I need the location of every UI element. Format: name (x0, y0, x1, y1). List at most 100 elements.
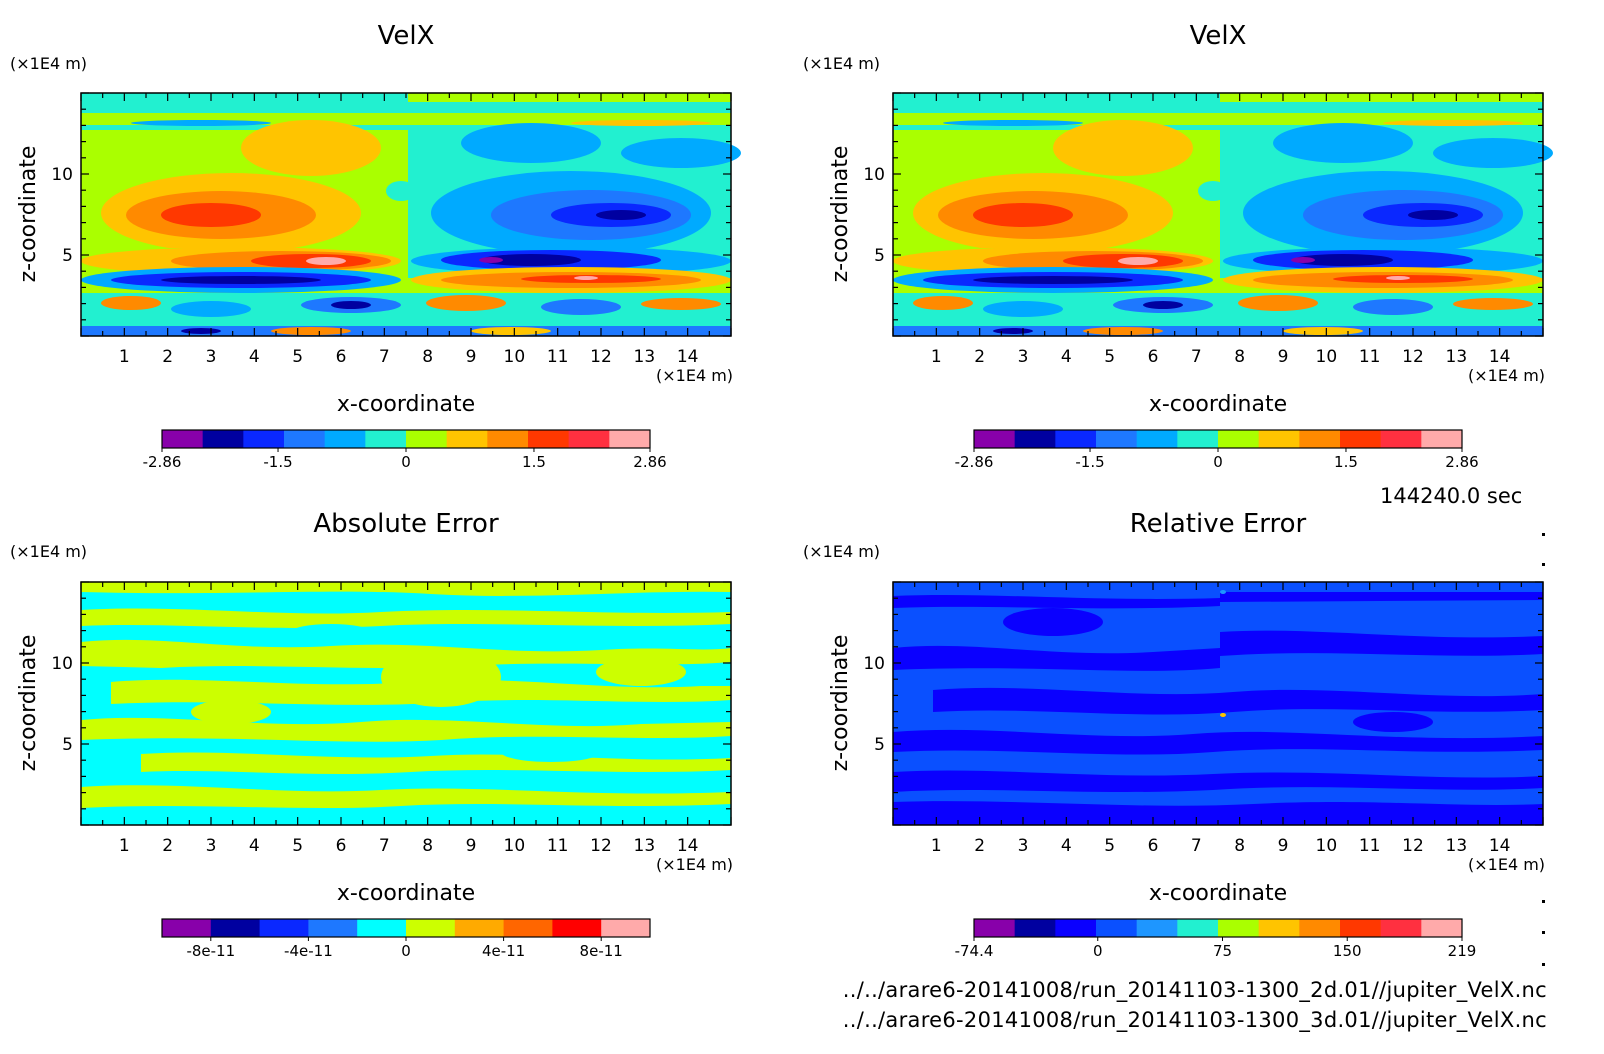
x-tick-label: 3 (1018, 347, 1029, 367)
x-tick-label: 1 (119, 836, 130, 856)
colorbar-segment (601, 919, 651, 937)
panel-relative-error: Relative Error (×1E4 m) 1 2 3 4 5 6 7 8 9 10 11 12 1… (803, 509, 1545, 960)
x-axis-ticks: 1 2 3 4 5 6 7 8 9 10 11 12 13 14 (892, 93, 1544, 367)
heatmap-plot-area (892, 581, 1544, 826)
x-tick-label: 8 (1234, 347, 1245, 367)
colorbar-segment (1380, 919, 1422, 937)
x-tick-label: 6 (1148, 836, 1159, 856)
decorative-dot (1542, 931, 1545, 934)
colorbar-tick-label: 219 (1448, 942, 1477, 960)
y-axis-ticks: 5 10 (51, 92, 731, 337)
colorbar-tick-label: 0 (1093, 942, 1103, 960)
heatmap-plot-area (80, 581, 732, 826)
y-axis-ticks: 5 10 (863, 92, 1543, 337)
x-axis-title: x-coordinate (1149, 881, 1287, 906)
panel-title: Relative Error (1130, 509, 1307, 539)
y-tick-label: 5 (62, 735, 73, 755)
x-tick-label: 4 (1061, 347, 1072, 367)
colorbar-segment (1055, 919, 1097, 937)
colorbar-segment (1421, 919, 1463, 937)
colorbar-tick-label: -8e-11 (186, 942, 235, 960)
colorbar-tick-label: 8e-11 (580, 942, 623, 960)
x-tick-label: 2 (974, 836, 985, 856)
decorative-dot (1542, 900, 1545, 903)
panel-absolute-error: Absolute Error (×1E4 m) 1 2 3 4 5 6 7 8 9 10 11 12 1… (10, 509, 733, 960)
colorbar-tick-label: 1.5 (1334, 453, 1358, 471)
colorbar-segment (324, 430, 366, 448)
x-tick-label: 8 (422, 347, 433, 367)
x-tick-label: 2 (974, 347, 985, 367)
y-axis-title: z-coordinate (16, 146, 41, 283)
y-unit-label: (×1E4 m) (803, 542, 880, 561)
colorbar-border (973, 918, 1463, 938)
colorbar-segment (974, 919, 1016, 937)
colorbar-segment (365, 430, 407, 448)
heatmap-plot-area (892, 92, 1553, 337)
colorbar-segment (1299, 919, 1341, 937)
panel-velx-right: VelX (×1E4 m) (803, 21, 1553, 471)
x-tick-label: 1 (931, 347, 942, 367)
x-tick-label: 12 (1402, 836, 1424, 856)
x-tick-label: 5 (1104, 347, 1115, 367)
colorbar-segment (406, 430, 448, 448)
y-axis-title: z-coordinate (16, 635, 41, 772)
panel-title: VelX (1190, 21, 1247, 51)
colorbar-segment (210, 919, 261, 937)
x-tick-label: 11 (547, 836, 569, 856)
colorbar-segment (357, 919, 407, 937)
colorbar-tick-label: -4e-11 (284, 942, 333, 960)
x-axis-ticks: 1 2 3 4 5 6 7 8 9 10 11 12 13 14 (80, 582, 732, 856)
file-path-2d: ../../arare6-20141008/run_20141103-1300_… (842, 978, 1547, 1002)
x-tick-label: 12 (590, 836, 612, 856)
x-tick-label: 1 (119, 347, 130, 367)
x-unit-label: (×1E4 m) (1468, 855, 1545, 874)
y-unit-label: (×1E4 m) (10, 542, 87, 561)
x-tick-label: 9 (1278, 836, 1289, 856)
y-tick-label: 5 (874, 246, 885, 266)
colorbar-segment (528, 430, 570, 448)
y-tick-label: 5 (62, 246, 73, 266)
y-tick-label: 5 (874, 735, 885, 755)
colorbar-segment (1136, 430, 1178, 448)
colorbar-tick-label: 2.86 (1445, 453, 1478, 471)
x-tick-label: 14 (1489, 347, 1511, 367)
y-tick-label: 10 (863, 165, 885, 185)
x-tick-label: 13 (1446, 347, 1468, 367)
colorbar-segment (1177, 430, 1219, 448)
x-tick-label: 10 (1316, 347, 1338, 367)
colorbar-segment (243, 430, 285, 448)
y-unit-label: (×1E4 m) (803, 54, 880, 73)
colorbar-tick-label: 75 (1213, 942, 1232, 960)
x-axis-ticks: 1 2 3 4 5 6 7 8 9 10 11 12 13 14 (892, 582, 1544, 856)
colorbar-segment (1177, 919, 1219, 937)
x-tick-label: 3 (1018, 836, 1029, 856)
panel-velx-left: VelX (×1E4 m) (10, 21, 741, 471)
colorbar-segment (259, 919, 309, 937)
x-tick-label: 9 (1278, 347, 1289, 367)
colorbar-segment (1258, 430, 1300, 448)
x-tick-label: 13 (634, 347, 656, 367)
x-tick-label: 13 (634, 836, 656, 856)
y-tick-label: 10 (51, 165, 73, 185)
y-axis-title: z-coordinate (828, 635, 853, 772)
file-path-3d: ../../arare6-20141008/run_20141103-1300_… (842, 1008, 1547, 1032)
x-axis-title: x-coordinate (337, 392, 475, 417)
colorbar-segment (1014, 430, 1056, 448)
x-tick-label: 6 (336, 347, 347, 367)
y-axis-ticks: 5 10 (51, 581, 731, 826)
x-tick-label: 3 (206, 347, 217, 367)
x-tick-label: 2 (162, 347, 173, 367)
x-tick-label: 1 (931, 836, 942, 856)
colorbar-tick-label: 0 (401, 453, 411, 471)
colorbar: -2.86 -1.5 0 1.5 2.86 (955, 429, 1479, 471)
colorbar-segment (1014, 919, 1056, 937)
colorbar-segment (1380, 430, 1422, 448)
colorbar-segment (202, 430, 244, 448)
x-tick-label: 6 (336, 836, 347, 856)
colorbar-segment (487, 430, 529, 448)
colorbar-segment (1096, 430, 1138, 448)
colorbar-segment (454, 919, 505, 937)
x-tick-label: 10 (1316, 836, 1338, 856)
x-tick-label: 13 (1446, 836, 1468, 856)
x-tick-label: 2 (162, 836, 173, 856)
